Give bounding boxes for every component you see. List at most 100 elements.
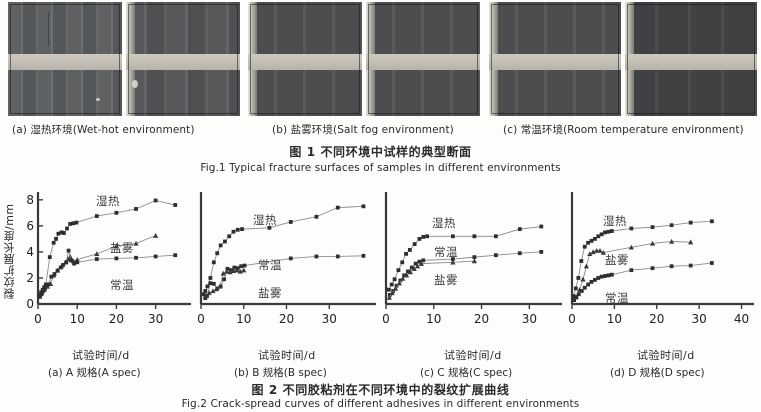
data-point xyxy=(314,254,319,259)
data-point xyxy=(450,257,455,261)
data-point xyxy=(56,231,61,236)
data-point xyxy=(361,253,366,258)
figure2-subcaption-c: (c) C 规格(C spec) xyxy=(420,367,513,379)
legend-room-temp-c: 常温 xyxy=(434,245,458,259)
data-point xyxy=(587,251,593,257)
data-point xyxy=(58,265,63,270)
data-point xyxy=(668,238,675,244)
data-point xyxy=(609,229,614,233)
data-point xyxy=(240,227,244,232)
data-point xyxy=(414,263,421,269)
legend-room-temp-d: 常温 xyxy=(605,291,629,305)
data-point xyxy=(589,238,594,243)
x-tick-label: 10 xyxy=(426,312,441,326)
figure2-chart-row: 0 10 20 30 0 2 4 6 8 0 10 20 30 0 10 20 30 0 10 20 30 40 xyxy=(0,186,761,346)
data-point xyxy=(579,259,584,263)
data-point xyxy=(224,268,230,274)
legend-room-temp-a: 常温 xyxy=(110,278,134,292)
data-point xyxy=(386,287,391,292)
data-point xyxy=(596,276,601,280)
chart-panel-c: 0 10 20 30 xyxy=(378,186,564,346)
data-point xyxy=(573,286,578,291)
data-point xyxy=(65,226,69,231)
data-point xyxy=(211,281,216,286)
data-point xyxy=(222,277,226,282)
data-point xyxy=(592,278,597,282)
y-tick-label: 8 xyxy=(26,193,34,207)
data-point xyxy=(421,258,426,263)
x-tick-label: 10 xyxy=(236,312,251,326)
data-point xyxy=(153,233,159,238)
data-point xyxy=(688,239,694,245)
data-point xyxy=(208,276,213,280)
plot-area-a: 0 10 20 30 0 2 4 6 8 xyxy=(26,192,191,326)
legend-salt-fog-c: 盐雾 xyxy=(434,273,458,287)
data-point xyxy=(406,269,410,274)
data-point xyxy=(582,285,587,290)
y-tick-label: 2 xyxy=(26,271,34,285)
chart-panel-d: 0 10 20 30 40 xyxy=(564,186,756,346)
series-line-wet-hot xyxy=(203,205,364,295)
data-point xyxy=(471,258,477,264)
data-point xyxy=(407,269,413,275)
data-point xyxy=(396,268,401,273)
data-point xyxy=(404,251,408,256)
data-point xyxy=(314,214,319,219)
data-point xyxy=(114,210,119,215)
data-point xyxy=(94,214,99,218)
data-point xyxy=(574,295,579,300)
figure2-subcaption-a: (a) A 规格(A spec) xyxy=(48,367,141,379)
data-point xyxy=(411,266,417,272)
data-point xyxy=(389,282,394,287)
data-point xyxy=(201,292,206,297)
data-point xyxy=(218,243,223,248)
data-point xyxy=(71,221,76,226)
x-tick-label: 30 xyxy=(522,312,537,326)
data-point xyxy=(396,280,402,286)
data-point xyxy=(450,234,455,239)
data-point xyxy=(389,290,395,296)
data-point xyxy=(134,207,138,211)
data-point xyxy=(688,263,693,268)
data-point xyxy=(288,220,293,224)
x-axis-label-c: 试验时间/d xyxy=(444,349,502,362)
data-point xyxy=(392,285,399,291)
x-tick-label: 0 xyxy=(382,312,390,326)
data-point xyxy=(69,258,73,263)
data-point xyxy=(173,203,178,207)
legend-wet-hot-c: 湿热 xyxy=(432,216,456,230)
data-point xyxy=(227,269,233,275)
data-point xyxy=(203,296,208,301)
data-point xyxy=(629,226,634,231)
data-point xyxy=(55,268,60,273)
data-point xyxy=(38,294,42,299)
data-point xyxy=(215,251,220,256)
data-point xyxy=(603,274,607,278)
data-point xyxy=(134,255,138,260)
legend-room-temp-b: 常温 xyxy=(258,258,282,272)
data-point xyxy=(229,268,233,273)
data-point xyxy=(407,248,412,252)
data-point xyxy=(231,229,236,234)
figure1-title-cn: 图 1 不同环境中试样的典型断面 xyxy=(289,145,472,159)
data-point xyxy=(517,227,522,232)
data-point xyxy=(413,261,418,266)
data-point xyxy=(241,267,247,273)
data-point xyxy=(593,248,600,253)
data-point xyxy=(392,277,397,282)
data-point xyxy=(210,288,216,294)
data-point xyxy=(418,261,424,266)
data-point xyxy=(43,282,48,287)
data-point xyxy=(517,251,522,256)
data-point xyxy=(709,261,714,265)
data-point xyxy=(606,229,611,234)
fracture-photo xyxy=(8,2,122,116)
x-tick-label: 20 xyxy=(109,312,124,326)
x-tick-label: 10 xyxy=(607,312,622,326)
data-point xyxy=(590,249,596,255)
data-point xyxy=(417,236,422,241)
y-tick-label: 6 xyxy=(26,219,34,233)
data-point xyxy=(335,205,340,210)
data-point xyxy=(288,256,293,261)
data-point xyxy=(61,263,65,267)
